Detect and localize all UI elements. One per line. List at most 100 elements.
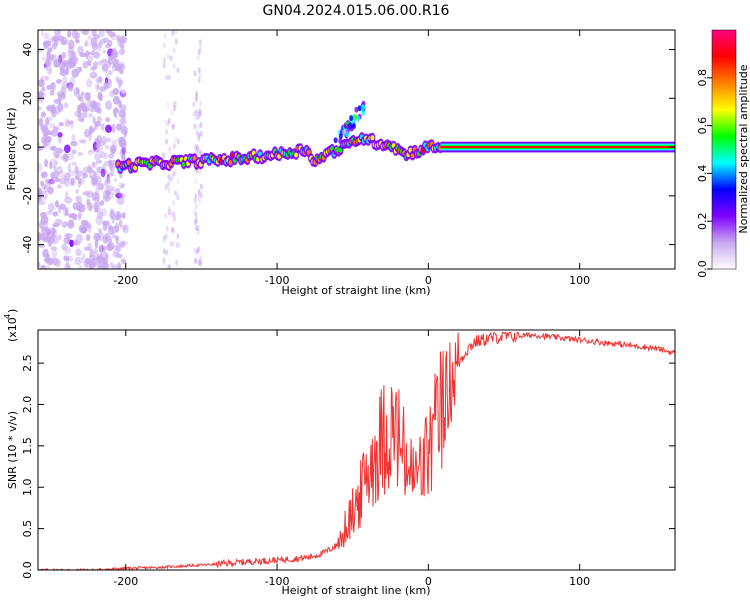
spectrogram-cell [164, 183, 168, 190]
spectrogram-cell [112, 186, 115, 195]
spectrogram-cell [75, 248, 82, 257]
spectrogram-cell [169, 55, 173, 62]
spectrogram-cell [164, 232, 168, 239]
spectrogram-cell [38, 162, 43, 173]
y-tick-label: 0 [21, 144, 34, 151]
spectrogram-cell [98, 182, 104, 191]
spectrogram-cell [99, 85, 107, 92]
spectrogram-cell [118, 228, 123, 235]
spectrogram-cell [48, 178, 56, 185]
spectrogram-cell [165, 128, 168, 135]
spectrogram-cell [196, 228, 200, 235]
spectrogram-cell [194, 212, 198, 219]
spectrogram-cell [64, 207, 69, 217]
spectrogram-cell [175, 259, 179, 266]
x-tick-label: -200 [113, 575, 138, 588]
spectrogram-cell [100, 208, 108, 217]
spectrogram-cell [177, 242, 181, 249]
spectrogram-cell [121, 240, 129, 246]
snr-xlabel: Height of straight line (km) [281, 584, 430, 597]
spectrogram-cell [199, 260, 203, 267]
spectrogram-cell [103, 80, 110, 90]
spectrogram-cell [119, 241, 126, 249]
spectrogram-cell [51, 249, 58, 259]
spectrogram-cell [64, 178, 71, 187]
spectrogram-cell [77, 212, 82, 219]
spectrogram-cell [163, 33, 167, 40]
spectrogram-cell [62, 221, 68, 227]
spectrogram-cell [98, 30, 105, 38]
snr-multiplier-close: ) [6, 309, 19, 313]
spectrogram-cell [167, 174, 171, 180]
spectrogram-cell [44, 158, 49, 168]
spectrogram-cell [162, 256, 166, 263]
spectrogram-cell [67, 162, 72, 173]
spectrogram-cell [54, 177, 60, 182]
spectrogram-cell [346, 123, 351, 130]
spectrogram-cell [167, 118, 171, 124]
spectrogram-cell [94, 200, 102, 208]
spectrogram-cell [46, 116, 53, 122]
spectrogram-cell [89, 125, 93, 135]
spectrogram-cell [46, 40, 51, 47]
spectrogram-cell [40, 215, 49, 225]
spectrogram-cell [38, 106, 42, 111]
spectrogram-cell [94, 120, 101, 127]
spectrogram-cell [119, 39, 125, 50]
spectrogram-cell [198, 168, 202, 175]
x-tick-label: -100 [265, 274, 290, 287]
spectrogram-cell [96, 253, 100, 261]
spectrogram-cell [63, 102, 69, 109]
spectrogram-cell [76, 170, 84, 177]
spectrogram-cell [112, 88, 120, 96]
spectrogram-cell [174, 38, 178, 45]
spectrogram-cell [199, 260, 203, 267]
spectrogram-cell [94, 239, 99, 249]
spectrogram-cell [118, 240, 126, 247]
spectrogram-cell [75, 39, 80, 44]
spectrogram-cell [77, 195, 83, 204]
spectrogram-cell [333, 137, 338, 144]
spectrogram-cell [110, 208, 114, 214]
spectrogram-cell [100, 168, 106, 178]
page-title: GN04.2024.015.06.00.R16 [263, 3, 450, 19]
spectrogram-cell [168, 74, 171, 81]
spectrogram-cell [167, 181, 170, 187]
spectrogram-cell [43, 32, 50, 40]
spectrogram-cell [99, 245, 103, 254]
spectrogram-cell [80, 226, 87, 234]
spectrogram-cell [95, 82, 100, 92]
spectrogram-cell [198, 111, 202, 117]
spectrogram-cell [75, 188, 80, 194]
spectrogram-cell [67, 120, 74, 125]
spectrogram-cell [115, 243, 122, 252]
spectrogram-cell [63, 206, 67, 217]
spectrogram-cell [80, 219, 89, 226]
y-tick-label: -40 [21, 236, 34, 254]
spectrogram-cell [119, 219, 123, 228]
spectrogram-cell [361, 104, 366, 111]
spectrogram-cell [115, 180, 123, 188]
spectrogram-cell [45, 44, 52, 52]
spectrogram-cell [370, 135, 375, 141]
spectrogram-cell [63, 144, 71, 154]
spectrogram-cell [105, 124, 112, 133]
spectrogram-cell [171, 227, 175, 234]
spectrogram-cell [111, 47, 117, 55]
spectrogram-cell [104, 79, 112, 84]
x-tick-label: 100 [569, 274, 590, 287]
spectrogram-cell [163, 234, 166, 241]
spectrogram-cell [78, 104, 84, 111]
spectrogram-cell [64, 262, 71, 269]
spectrogram-cell [104, 253, 109, 264]
spectrogram-cell [194, 225, 198, 232]
y-tick-label: 20 [21, 91, 34, 105]
spectrogram-cell [53, 61, 61, 68]
spectrogram-cell [79, 139, 87, 144]
spectrogram-cell [38, 200, 46, 206]
spectrogram-steady-line [440, 146, 675, 149]
spectrogram-cell [91, 161, 98, 169]
spectrogram-cell [48, 202, 54, 212]
spectrogram-cell [115, 76, 119, 83]
